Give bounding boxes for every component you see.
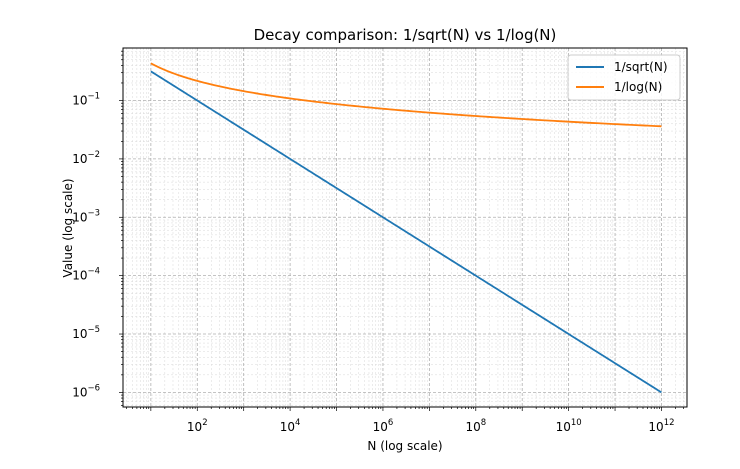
x-tick-label-base: 10 [187, 420, 202, 434]
y-axis-ticks: 10−110−210−310−410−510−6 [72, 50, 123, 406]
x-tick-label-base: 10 [556, 420, 571, 434]
y-tick-label-exponent: −3 [87, 208, 100, 218]
series-line-1-sqrt-n [150, 70, 662, 394]
x-tick-label-exponent: 6 [388, 418, 393, 428]
y-tick-label-exponent: −1 [87, 92, 100, 102]
x-tick-label-exponent: 12 [664, 418, 675, 428]
x-tick-label: 1012 [648, 418, 674, 434]
x-tick-label: 1010 [556, 418, 582, 434]
y-tick-label: 10−2 [72, 150, 100, 166]
x-tick-label-exponent: 4 [295, 418, 300, 428]
series-layer [150, 62, 662, 394]
x-axis-label: N (log scale) [367, 439, 442, 453]
y-tick-label-base: 10 [72, 385, 87, 399]
legend: 1/sqrt(N) 1/log(N) [567, 54, 681, 101]
x-axis-ticks: 102 104 106 108 1010 1012 [126, 407, 684, 434]
y-tick-label-exponent: −5 [87, 325, 100, 335]
y-axis-label: Value (log scale) [61, 178, 75, 277]
y-tick-label-exponent: −4 [87, 267, 100, 277]
major-grid [123, 48, 687, 407]
y-tick-label-exponent: −2 [87, 150, 100, 160]
x-tick-label-base: 10 [648, 420, 663, 434]
x-tick-label-exponent: 2 [202, 418, 207, 428]
y-tick-label-exponent: −6 [87, 383, 100, 393]
legend-label-1-sqrt-n: 1/sqrt(N) [614, 60, 668, 74]
y-tick-label-base: 10 [72, 152, 87, 166]
y-tick-label: 10−6 [72, 383, 100, 399]
x-tick-label: 102 [187, 418, 208, 434]
chart-title: Decay comparison: 1/sqrt(N) vs 1/log(N) [254, 26, 557, 44]
x-tick-label: 106 [373, 418, 394, 434]
series-line-1-log-n [150, 62, 662, 128]
y-tick-label: 10−4 [72, 267, 100, 283]
x-tick-label-exponent: 10 [571, 418, 582, 428]
x-tick-label-base: 10 [373, 420, 388, 434]
legend-label-1-log-n: 1/log(N) [614, 80, 662, 94]
y-tick-label-base: 10 [72, 327, 87, 341]
y-tick-label: 10−5 [72, 325, 100, 341]
x-tick-label-base: 10 [280, 420, 295, 434]
y-tick-label: 10−1 [72, 92, 100, 108]
y-tick-label: 10−3 [72, 208, 100, 224]
x-tick-label-exponent: 8 [481, 418, 486, 428]
x-tick-label: 104 [280, 418, 301, 434]
x-tick-label: 108 [465, 418, 486, 434]
y-tick-label-base: 10 [72, 210, 87, 224]
x-tick-label-base: 10 [465, 420, 480, 434]
y-tick-label-base: 10 [72, 269, 87, 283]
y-tick-label-base: 10 [72, 94, 87, 108]
